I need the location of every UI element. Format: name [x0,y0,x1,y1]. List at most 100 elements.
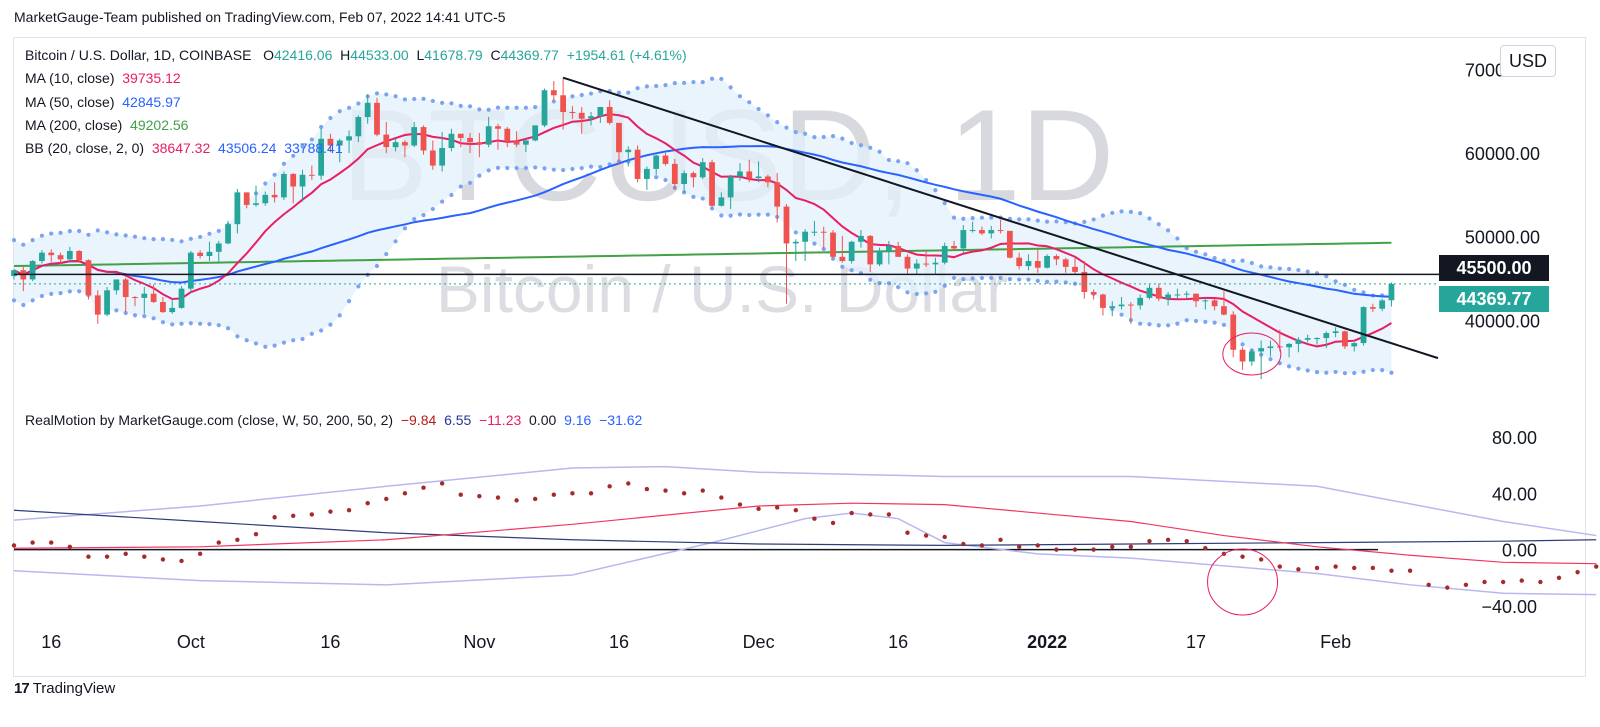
bollinger-band-fill [14,78,1392,374]
legend-open: 42416.06 [273,47,333,63]
candle-body [588,116,594,119]
rm-axis-tick: 80.00 [1492,428,1537,448]
candle-body [1118,304,1125,307]
bb-lower-dot [961,276,966,282]
bb-upper-dot [961,216,966,221]
bb-lower-dot [244,338,249,343]
rm-axis-tick: 0.00 [1502,541,1537,561]
legend-ma10-value: 39735.12 [122,70,181,86]
bb-upper-dot [942,201,947,206]
bb-upper-dot [793,130,798,135]
candle-body [885,245,892,251]
rm-dot [477,493,482,499]
candle-body [271,194,278,198]
bb-upper-dot [77,228,82,234]
candle-body [439,148,446,166]
rm-dot [1128,544,1134,550]
candle-body [178,288,185,308]
candle-body [132,297,138,299]
bb-lower-dot [1175,321,1180,326]
bb-upper-dot [1110,210,1115,216]
bb-upper-dot [337,109,342,114]
legend-rm-label: RealMotion by MarketGauge.com (close, W,… [25,412,394,428]
publisher-line: MarketGauge-Team published on TradingVie… [14,9,506,25]
rm-dot [681,491,687,496]
candle-body [960,230,967,249]
rm-dot [86,554,91,559]
bb-lower-dot [598,164,603,170]
rm-dot [402,491,408,496]
bb-upper-dot [1044,219,1050,224]
rm-dot [774,505,780,510]
bb-lower-dot [337,313,342,318]
legend-close: 44369.77 [500,47,559,63]
time-axis-tick: 16 [320,632,340,652]
bb-lower-dot [942,283,947,288]
bb-upper-dot [1305,269,1310,274]
bb-upper-dot [160,237,166,242]
rm-dot [1054,547,1059,552]
rm-dot [328,509,333,514]
candle-body [1165,294,1171,299]
rm-dot [830,520,836,526]
bb-lower-dot [225,326,231,331]
bb-lower-dot [542,166,547,171]
bb-upper-dot [272,172,277,177]
bb-upper-dot [1054,219,1059,224]
rm-dot [1147,538,1152,544]
bb-lower-dot [216,323,221,328]
bb-upper-dot [1193,249,1199,254]
price-axis-tick: 60000.00 [1465,144,1540,164]
bb-lower-dot [905,290,910,295]
bb-upper-dot [263,181,268,186]
candle-body [504,128,511,142]
candle-body [979,230,985,234]
bb-lower-dot [151,316,156,321]
candle-body [830,232,836,257]
candle-body [420,127,427,151]
time-axis-tick: 2022 [1027,632,1067,652]
bb-upper-dot [775,120,780,125]
bb-upper-dot [132,234,138,239]
bb-lower-dot [951,275,957,280]
rm-dot [886,512,892,517]
bb-upper-dot [644,84,649,89]
legend-high-label: H [340,47,351,63]
candle-body [671,163,678,184]
rm-dot [1556,575,1562,580]
bb-lower-dot [1054,279,1059,284]
bb-lower-dot [1165,323,1171,328]
candle-body [802,231,808,242]
candle-body [392,142,399,148]
candle-body [997,230,1004,232]
candle-body [234,192,241,225]
legend-rm-v2: 6.55 [444,412,472,428]
ma200-line [13,241,1392,268]
currency-button[interactable]: USD [1500,45,1556,77]
bb-lower-dot [458,184,463,189]
bb-lower-dot [849,268,854,273]
bb-upper-dot [179,239,184,244]
legend-realmotion: RealMotion by MarketGauge.com (close, W,… [25,412,642,428]
candle-body [66,250,73,260]
bb-lower-dot [402,226,408,231]
candle-body [448,133,455,148]
candle-body [76,250,83,261]
bb-lower-dot [1305,368,1310,373]
rm-dot [123,551,128,557]
candle-body [1369,307,1376,309]
candle-body [11,270,17,277]
bb-lower-dot [728,213,733,218]
legend-ohlc: Bitcoin / U.S. Dollar, 1D, COINBASE O424… [25,47,687,63]
bb-lower-dot [309,331,314,336]
candle-body [969,230,976,232]
candle-body [792,241,799,244]
bb-lower-dot [1184,318,1189,323]
bb-upper-dot [1156,222,1161,227]
bb-upper-dot [114,232,119,237]
bb-upper-dot [1221,258,1227,263]
candle-body [858,235,864,242]
bb-lower-dot [505,165,510,171]
bb-lower-dot [1147,322,1152,327]
